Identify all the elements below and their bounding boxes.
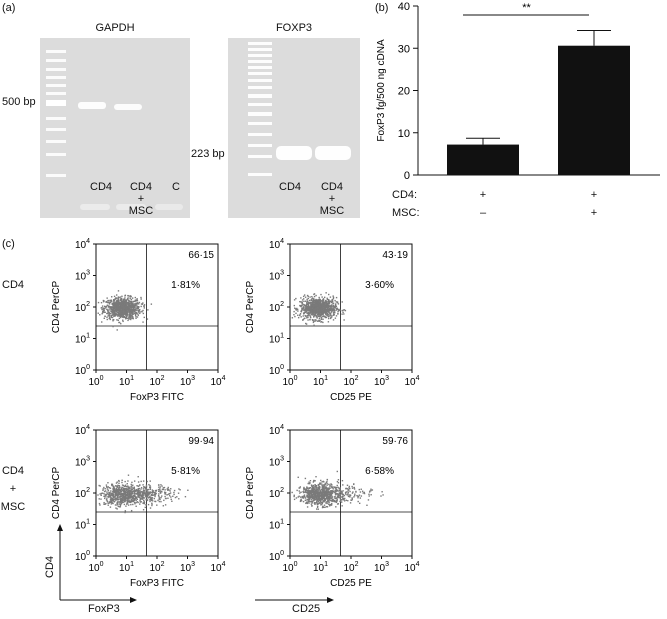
- gapdh-lane-control: C: [172, 181, 180, 193]
- panel-c-label: (c): [2, 238, 15, 250]
- foxp3-gel-bands: [248, 42, 351, 176]
- row-label-cd4: CD4:: [392, 189, 418, 201]
- y-tick-label: 30: [398, 43, 410, 55]
- x-axis-label: CD25 PE: [330, 578, 372, 589]
- foxp3-title: FOXP3: [275, 22, 313, 34]
- quadrant-value-percent: 1·81%: [171, 280, 200, 291]
- row-label-cd4-only: CD4: [2, 279, 25, 291]
- condition-2-cd4: +: [590, 189, 598, 201]
- y-tick-label: 0: [404, 170, 410, 182]
- axis-arrow-cd25: CD25: [292, 603, 321, 615]
- y-axis-label: CD4 PerCP: [51, 467, 62, 520]
- foxp3-lane-cd4: CD4: [279, 181, 302, 193]
- quadrant-value-upper-right: 59·76: [382, 436, 408, 447]
- quadrant-value-percent: 6·58%: [365, 466, 394, 477]
- quadrant-value-upper-right: 43·19: [382, 250, 408, 261]
- condition-1-msc: –: [479, 207, 487, 219]
- bar-1: [447, 144, 519, 175]
- foxp3-bar-chart: 0 10 20 30 40 FoxP3 fg/500 ng cDNA **: [376, 1, 660, 182]
- arrow-right-icon-2: [327, 597, 334, 603]
- foxp3-gel-image: [228, 38, 360, 218]
- significance-label: **: [522, 2, 531, 14]
- bar-2: [558, 45, 630, 176]
- y-axis-label: CD4 PerCP: [51, 281, 62, 334]
- gapdh-gel-image: [40, 38, 190, 218]
- x-axis-label: FoxP3 FITC: [130, 578, 184, 589]
- y-tick-label: 20: [398, 86, 410, 98]
- row-label-msc: MSC:: [392, 207, 420, 219]
- arrow-up-icon: [57, 524, 63, 531]
- y-axis-label: CD4 PerCP: [245, 281, 256, 334]
- foxp3-lane-cd4-msc: CD4 + MSC: [319, 181, 345, 217]
- gapdh-lane-cd4-msc: CD4 + MSC: [128, 181, 154, 217]
- quadrant-value-percent: 3·60%: [365, 280, 394, 291]
- panel-b-label: (b): [375, 2, 389, 14]
- condition-1-cd4: +: [479, 189, 487, 201]
- y-tick-label: 40: [398, 1, 410, 13]
- y-tick-label: 10: [398, 128, 410, 140]
- arrow-right-icon: [130, 597, 137, 603]
- quadrant-value-upper-right: 66·15: [188, 250, 214, 261]
- y-axis-label: CD4 PerCP: [245, 467, 256, 520]
- gapdh-gel-bands: [46, 50, 183, 210]
- gapdh-marker-label: 500 bp: [2, 96, 36, 108]
- gapdh-lane-cd4: CD4: [90, 181, 113, 193]
- axis-arrow-cd4: CD4: [44, 555, 56, 578]
- axis-arrow-foxp3: FoxP3: [88, 603, 120, 615]
- gapdh-title: GAPDH: [95, 22, 135, 34]
- quadrant-value-percent: 5·81%: [171, 466, 200, 477]
- foxp3-marker-label: 223 bp: [191, 148, 225, 160]
- row-label-cd4-msc: CD4 + MSC: [0, 465, 26, 513]
- y-axis-label: FoxP3 fg/500 ng cDNA: [376, 39, 387, 142]
- x-axis-label: FoxP3 FITC: [130, 392, 184, 403]
- quadrant-value-upper-right: 99·94: [188, 436, 214, 447]
- panel-a-label: (a): [2, 2, 16, 14]
- condition-2-msc: +: [590, 207, 598, 219]
- x-axis-label: CD25 PE: [330, 392, 372, 403]
